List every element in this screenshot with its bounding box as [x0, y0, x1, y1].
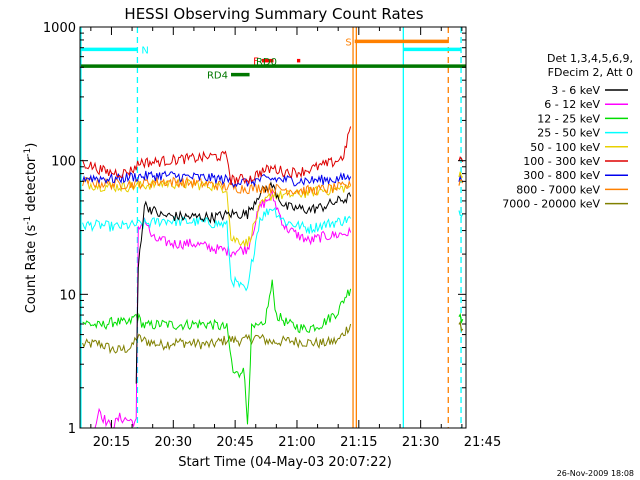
- series-line-300-800-kev: [82, 170, 352, 189]
- x-axis-label: Start Time (04-May-03 20:07:22): [178, 455, 392, 470]
- x-tick-label-20-45: 20:45: [216, 435, 253, 450]
- series-line-800-7000-kev: [82, 176, 352, 197]
- legend-label-25-50-kev: 25 - 50 keV: [537, 127, 600, 140]
- legend-label-3-6-kev: 3 - 6 keV: [551, 84, 600, 97]
- x-tick-label-21-15: 21:15: [340, 435, 377, 450]
- x-tick-label-20-30: 20:30: [155, 435, 192, 450]
- legend-label-800-7000-kev: 800 - 7000 keV: [516, 183, 600, 196]
- x-tick-label-20-15: 20:15: [93, 435, 130, 450]
- series-line-100-300-kev: [82, 126, 352, 186]
- plot-frame: [79, 26, 467, 429]
- after-gap-segment-5: [458, 210, 464, 218]
- after-gap-segment-3: [458, 171, 464, 179]
- legend-label-12-25-kev: 12 - 25 keV: [537, 112, 600, 125]
- flag-label-f: F: [253, 57, 259, 68]
- legend-label-6-12-kev: 6 - 12 keV: [544, 98, 600, 111]
- y-axis-label: Count Rate (s-1 detector-1): [23, 143, 39, 314]
- legend-header-line-2: FDecim 2, Att 0: [548, 66, 633, 79]
- series-line-3-6-kev: [135, 181, 352, 384]
- after-gap-segment-6: [458, 312, 464, 325]
- series-line-7000-20000-kev: [82, 323, 352, 355]
- y-tick-label-10: 10: [59, 288, 76, 303]
- flag-label-n: N: [141, 45, 148, 56]
- flag-label-rd4: RD4: [207, 71, 228, 82]
- legend-label-50-100-kev: 50 - 100 keV: [530, 141, 600, 154]
- series-line-25-50-kev: [82, 206, 352, 292]
- flag-label-s: S: [345, 37, 351, 48]
- series-line-12-25-kev: [82, 279, 352, 425]
- x-tick-label-21-30: 21:30: [402, 435, 439, 450]
- legend-label-100-300-kev: 100 - 300 keV: [523, 155, 600, 168]
- y-tick-label-1: 1: [68, 422, 76, 437]
- x-axis: 20:15 20:30 20:45 21:00 21:15 21:30 21:45: [90, 27, 501, 450]
- x-tick-label-21-00: 21:00: [278, 435, 315, 450]
- y-tick-label-100: 100: [51, 155, 76, 170]
- chart-title: HESSI Observing Summary Count Rates: [124, 5, 423, 23]
- legend-label-300-800-kev: 300 - 800 keV: [523, 169, 600, 182]
- legend-header-line-1: Det 1,3,4,5,6,9,: [547, 52, 633, 65]
- y-axis: 1 10 100 1000: [43, 21, 466, 437]
- generation-timestamp: 26-Nov-2009 18:08: [557, 469, 634, 478]
- flag-label-rd0: RD0: [256, 57, 277, 68]
- x-tick-label-21-45: 21:45: [464, 435, 501, 450]
- after-gap-segment-7: [458, 320, 464, 333]
- y-tick-label-1000: 1000: [43, 21, 76, 36]
- legend-label-7000-20000-kev: 7000 - 20000 keV: [502, 198, 600, 211]
- legend: Det 1,3,4,5,6,9, FDecim 2, Att 0 3 - 6 k…: [502, 52, 633, 211]
